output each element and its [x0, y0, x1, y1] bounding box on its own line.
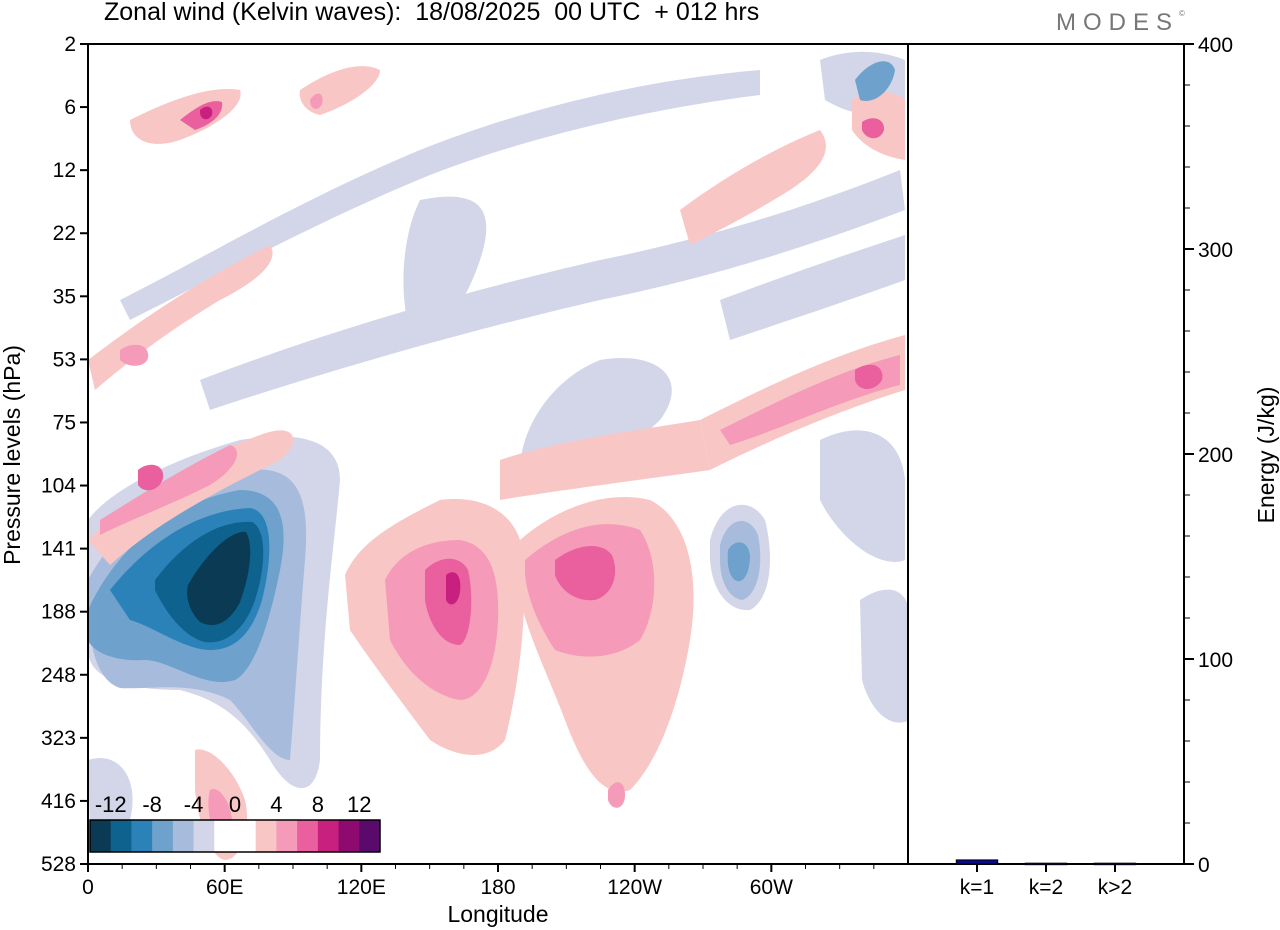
colorbar-swatch-7: [235, 820, 257, 852]
energy-tick-label-2: 200: [1198, 444, 1233, 467]
colorbar-swatch-8: [255, 820, 277, 852]
colorbar-label-3: 0: [229, 792, 241, 817]
pos-blob-top-mid: [310, 93, 323, 109]
y-tick-label-2: 12: [53, 159, 76, 182]
pos-core-180: [446, 572, 461, 605]
y-tick-label-1: 6: [64, 96, 76, 119]
colorbar-label-1: -8: [142, 792, 162, 817]
pos-blob-top-right-core: [862, 118, 885, 139]
colorbar-swatch-6: [214, 820, 236, 852]
colorbar-swatch-11: [317, 820, 340, 852]
neg-region-mid-plume: [520, 358, 672, 470]
x-tick-label-3: 180: [480, 876, 515, 899]
energy-tick-label-4: 400: [1198, 34, 1233, 57]
colorbar-label-4: 4: [270, 792, 282, 817]
colorbar-swatch-5: [193, 820, 215, 852]
colorbar-labels: -12 -8 -4 0 4 8 12: [95, 792, 372, 817]
y-axis-title: Pressure levels (hPa): [0, 345, 25, 565]
energy-category-label-1: k=2: [1029, 876, 1063, 899]
colorbar-label-0: -12: [95, 792, 127, 817]
neg-region-right-mid: [820, 430, 905, 562]
chart-title: Zonal wind (Kelvin waves): 18/08/2025 00…: [104, 0, 760, 26]
colorbar-swatch-13: [359, 820, 381, 852]
colorbar: [89, 819, 381, 853]
energy-category-label-2: k>2: [1098, 876, 1132, 899]
y-tick-label-6: 75: [53, 411, 76, 434]
energy-tick-label-3: 300: [1198, 239, 1233, 262]
energy-tick-label-1: 100: [1198, 649, 1233, 672]
colorbar-swatch-2: [131, 820, 153, 852]
energy-panel-frame: [907, 43, 1185, 865]
energy-axis: 0 100 200 300 400: [1184, 34, 1233, 877]
modes-logo: MODES©: [1056, 9, 1185, 37]
y-tick-label-12: 416: [41, 790, 76, 813]
y-tick-label-0: 2: [64, 33, 76, 56]
brand-text: MODES: [1056, 9, 1180, 36]
neg-region-east-strip: [720, 235, 905, 340]
x-axis: 0 60E 120E 180 120W 60W: [82, 864, 875, 899]
y-tick-label-10: 248: [41, 664, 76, 687]
energy-axis-title: Energy (J/kg): [1253, 387, 1279, 524]
y-tick-label-11: 323: [41, 727, 76, 750]
energy-category-labels: k=1 k=2 k>2: [960, 864, 1132, 899]
colorbar-label-2: -4: [184, 792, 204, 817]
y-axis: 2 6 12 22 35 53 75 104 141 188 248 323 416 528: [41, 33, 88, 876]
pos-band-lower-peak: [138, 464, 164, 491]
pos-strip-top-mid: [299, 66, 380, 115]
colorbar-label-5: 8: [312, 792, 324, 817]
neg-region-mid-band: [200, 170, 905, 410]
y-tick-label-8: 141: [41, 538, 76, 561]
y-tick-label-4: 35: [53, 285, 76, 308]
colorbar-swatch-10: [297, 820, 319, 852]
neg-region-upper-band: [120, 70, 760, 320]
energy-bars: [955, 859, 1137, 866]
colorbar-swatch-1: [110, 820, 132, 852]
pos-band-east-peak: [855, 364, 883, 389]
pos-band-mid-strip: [500, 420, 710, 500]
colorbar-swatch-3: [152, 820, 174, 852]
y-tick-label-13: 528: [41, 853, 76, 876]
copyright-mark: ©: [1179, 9, 1185, 18]
neg-blob-top-right-core: [855, 61, 895, 101]
y-tick-label-3: 22: [53, 222, 76, 245]
colorbar-swatch-12: [338, 820, 360, 852]
neg-region-diag-strip: [403, 196, 487, 333]
x-tick-label-2: 120E: [337, 876, 386, 899]
pos-band-lower: [88, 430, 294, 565]
neg-core: [187, 531, 251, 626]
x-axis-title: Longitude: [447, 901, 548, 927]
energy-bar-0: [955, 859, 999, 865]
colorbar-swatch-9: [276, 820, 298, 852]
x-tick-label-1: 60E: [206, 876, 243, 899]
colorbar-border: [89, 819, 381, 853]
heatmap-field: [88, 51, 908, 860]
y-tick-label-7: 104: [41, 475, 76, 498]
pos-blob-lower-130w: [608, 782, 625, 808]
pos-contour-130w-inner: [555, 545, 616, 601]
colorbar-swatch-4: [172, 820, 195, 852]
pos-blob-top-peak: [200, 106, 213, 120]
colorbar-swatch-0: [90, 820, 112, 852]
pos-blob-upper-left: [120, 344, 149, 366]
x-tick-label-5: 60W: [750, 876, 793, 899]
y-tick-label-5: 53: [53, 348, 76, 371]
energy-category-label-0: k=1: [960, 876, 994, 899]
neg-region-right-lower: [860, 589, 908, 723]
neg-region-west-lower: [88, 758, 133, 830]
x-tick-label-4: 120W: [607, 876, 662, 899]
y-tick-label-9: 188: [41, 601, 76, 624]
pos-strip-top-right: [680, 130, 826, 245]
pos-band-lower-core: [100, 445, 238, 535]
energy-tick-label-0: 0: [1198, 854, 1210, 877]
neg-contour-90w-inner: [727, 542, 750, 582]
x-tick-label-0: 0: [82, 876, 94, 899]
colorbar-label-6: 12: [347, 792, 371, 817]
